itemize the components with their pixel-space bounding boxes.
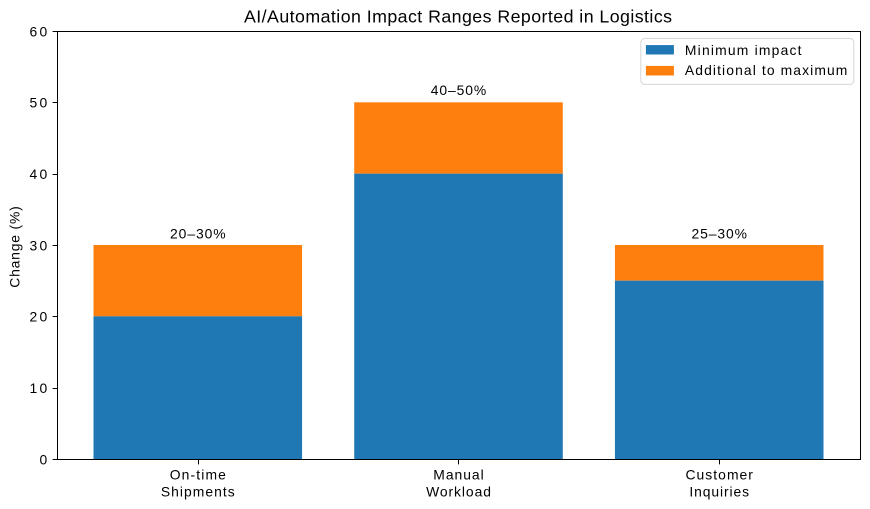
- svg-text:40: 40: [30, 166, 48, 182]
- svg-text:20–30%: 20–30%: [170, 225, 225, 241]
- svg-text:Customer: Customer: [685, 467, 753, 483]
- svg-text:Inquiries: Inquiries: [689, 483, 749, 499]
- svg-text:Additional to maximum: Additional to maximum: [685, 62, 847, 78]
- svg-text:0: 0: [39, 451, 47, 467]
- svg-text:60: 60: [30, 23, 48, 39]
- svg-text:20: 20: [30, 309, 48, 325]
- svg-text:AI/Automation Impact Ranges Re: AI/Automation Impact Ranges Reported in …: [244, 7, 672, 27]
- svg-text:On-time: On-time: [170, 467, 226, 483]
- svg-text:50: 50: [30, 95, 48, 111]
- svg-text:40–50%: 40–50%: [431, 82, 486, 98]
- svg-text:Minimum impact: Minimum impact: [685, 42, 802, 58]
- svg-text:10: 10: [30, 380, 48, 396]
- svg-text:Change (%): Change (%): [7, 206, 23, 288]
- svg-text:Manual: Manual: [433, 467, 483, 483]
- svg-text:Shipments: Shipments: [161, 483, 235, 499]
- svg-text:30: 30: [30, 237, 48, 253]
- svg-text:25–30%: 25–30%: [691, 225, 746, 241]
- svg-text:Workload: Workload: [426, 483, 491, 499]
